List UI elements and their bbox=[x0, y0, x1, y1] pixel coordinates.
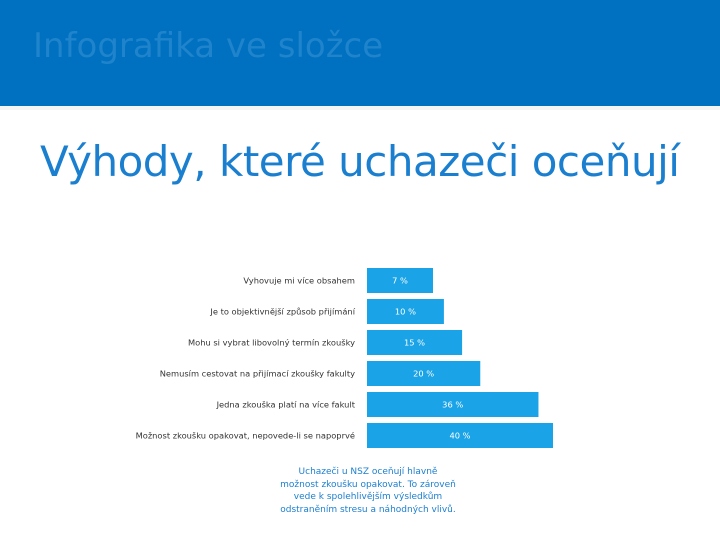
header-band: Infografika ve složce bbox=[0, 0, 720, 106]
category-label-3: Mohu si vybrat libovolný termín zkoušky bbox=[188, 338, 355, 348]
value-label-6: 40 % bbox=[449, 431, 470, 441]
category-label-5: Jedna zkouška platí na více fakult bbox=[216, 400, 356, 410]
bar-5 bbox=[367, 392, 539, 417]
bar-2 bbox=[367, 299, 444, 324]
category-label-6: Možnost zkoušku opakovat, nepovede-li se… bbox=[136, 431, 355, 441]
header-divider bbox=[0, 106, 720, 110]
value-label-4: 20 % bbox=[413, 369, 434, 379]
bar-1 bbox=[367, 268, 433, 293]
chart-note: Uchazeči u NSZ oceňují hlavně možnost zk… bbox=[280, 467, 456, 515]
value-label-3: 15 % bbox=[404, 338, 425, 348]
value-label-1: 7 % bbox=[392, 276, 408, 286]
value-label-5: 36 % bbox=[442, 400, 463, 410]
chart-title: Výhody, které uchazeči oceňují bbox=[40, 137, 680, 186]
category-label-4: Nemusím cestovat na přijímací zkoušky fa… bbox=[160, 369, 355, 379]
bar-6 bbox=[367, 423, 553, 448]
category-label-1: Vyhovuje mi více obsahem bbox=[243, 276, 355, 286]
value-label-2: 10 % bbox=[395, 307, 416, 317]
bar-3 bbox=[367, 330, 463, 355]
bar-4 bbox=[367, 361, 481, 386]
category-label-2: Je to objektivnější způsob přijímání bbox=[209, 307, 355, 317]
header-title: Infografika ve složce bbox=[33, 26, 384, 66]
